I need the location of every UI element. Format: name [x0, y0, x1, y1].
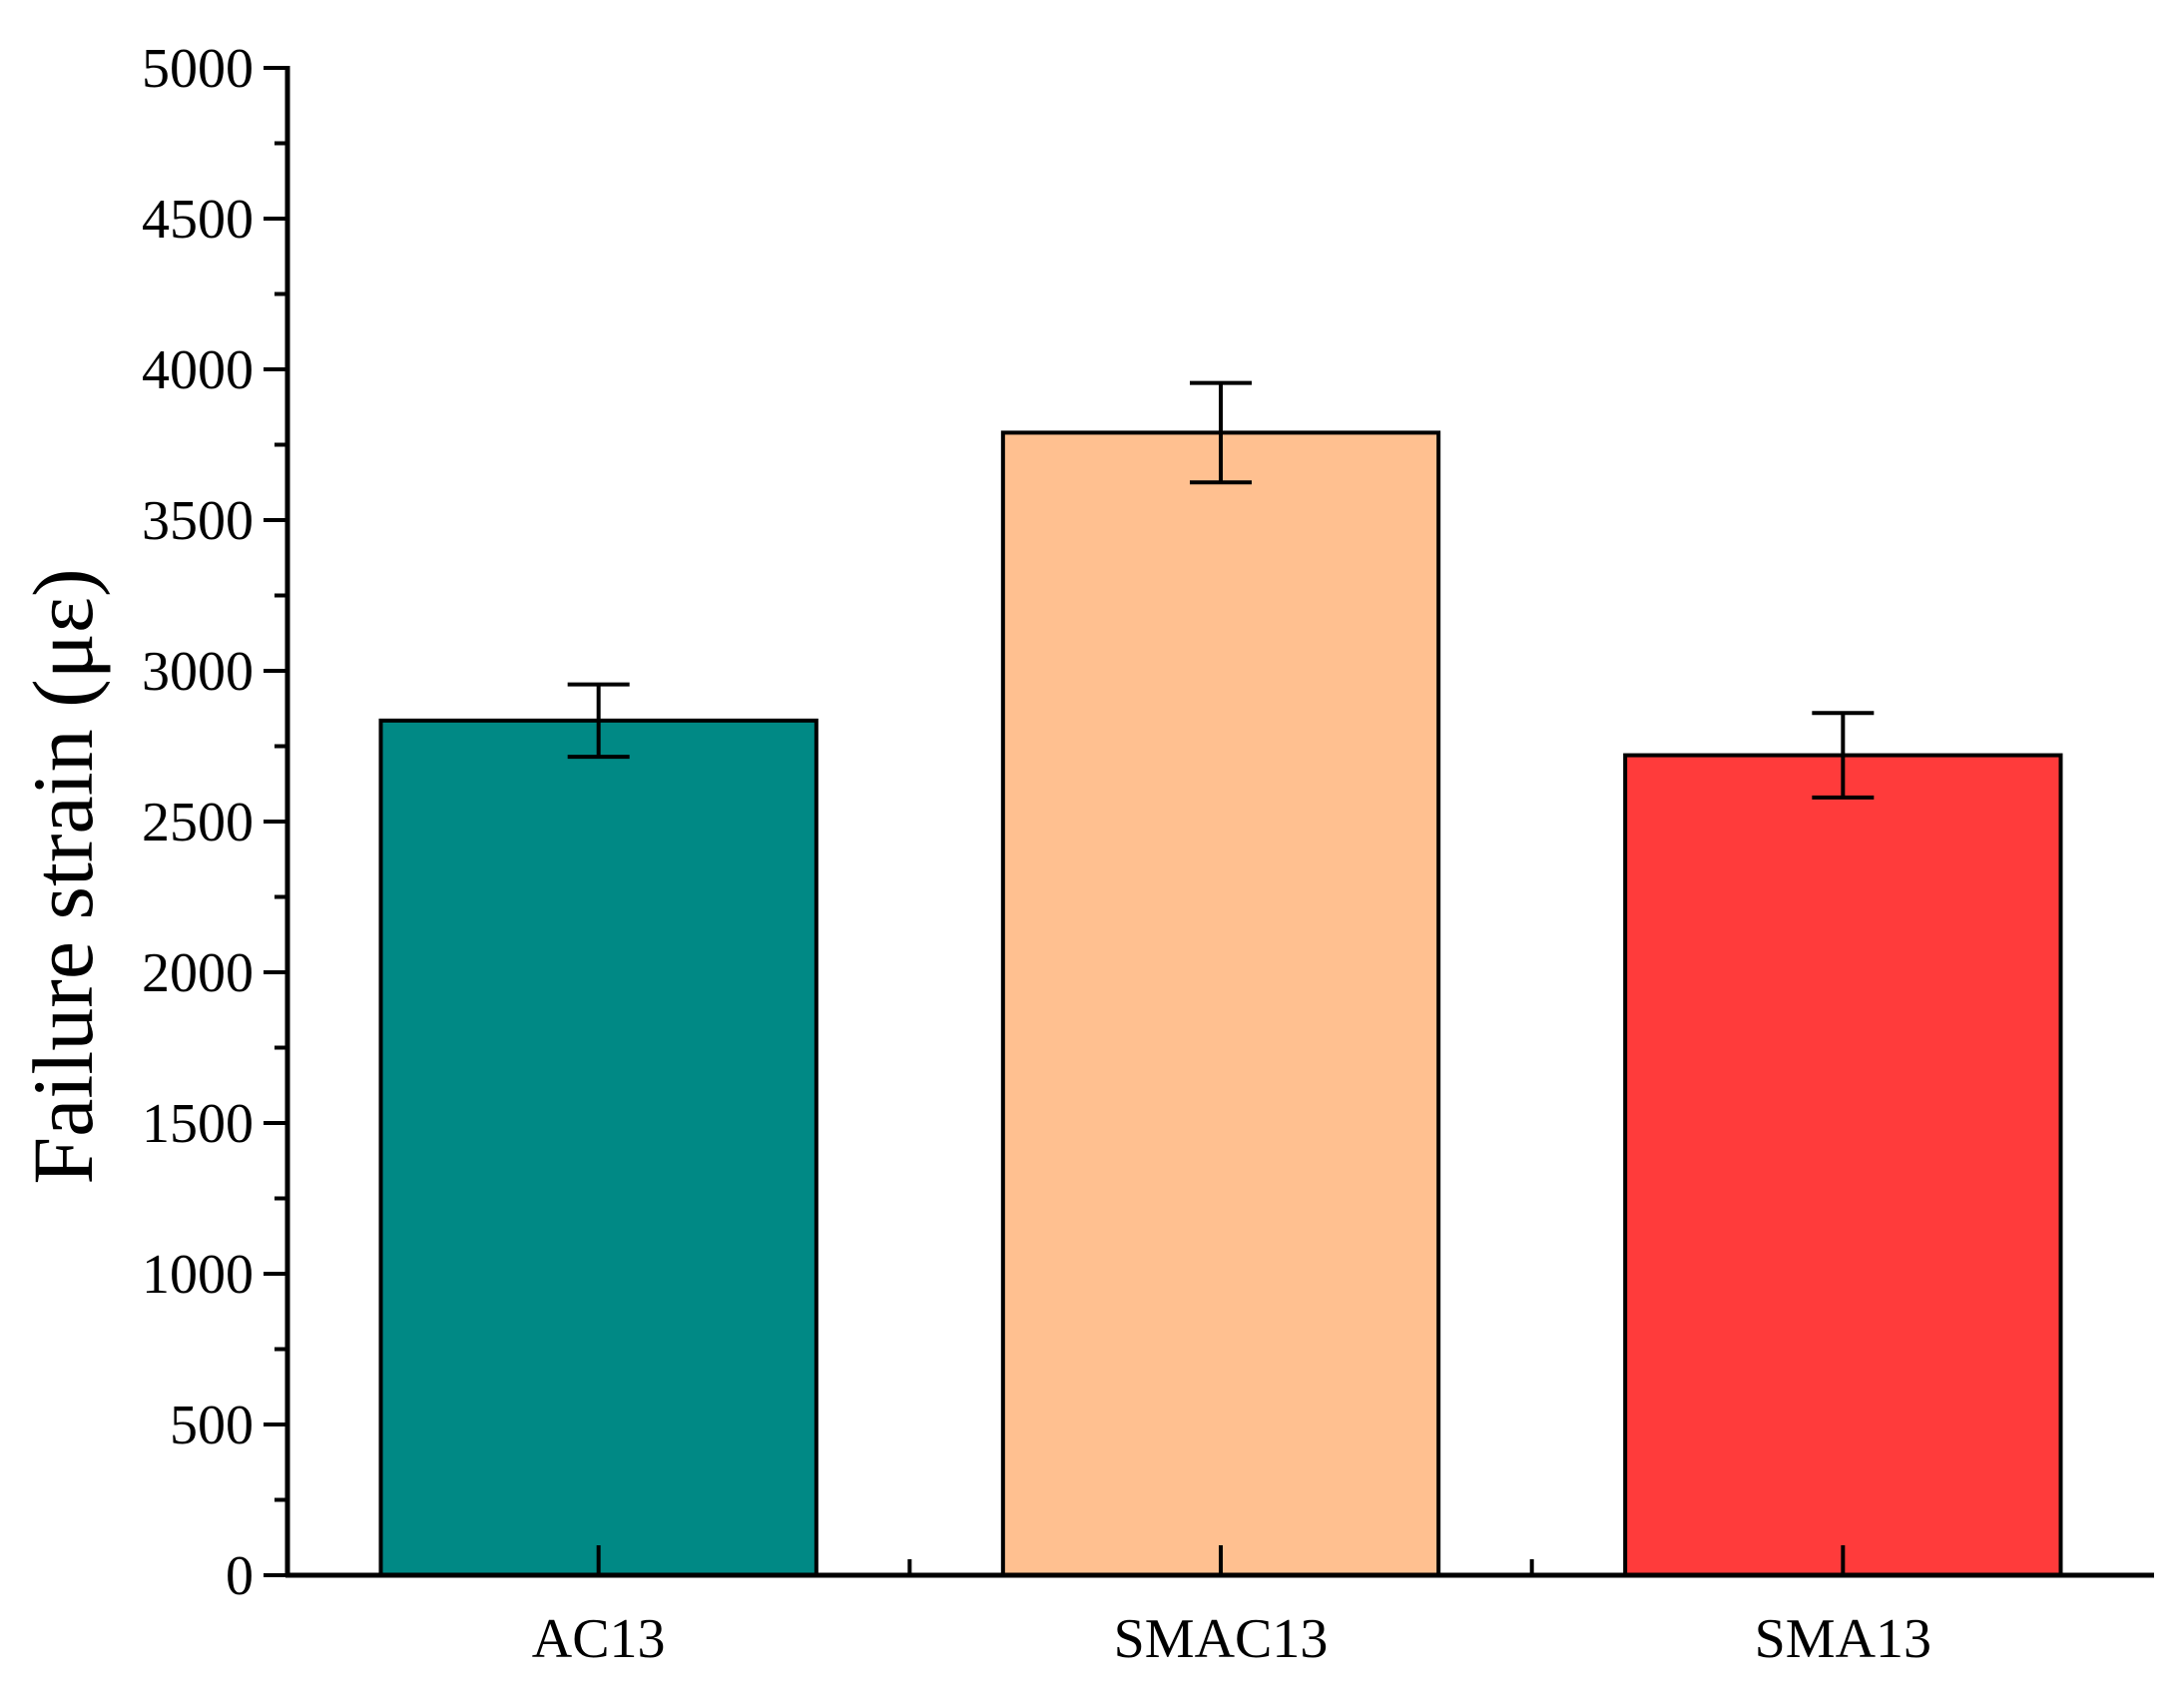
- y-tick-label-1500: 1500: [142, 1093, 254, 1155]
- bars-layer: [378, 430, 2063, 1577]
- y-tick-label-1000: 1000: [142, 1244, 254, 1306]
- y-tick-label-4000: 4000: [142, 339, 254, 401]
- axes-layer: [264, 66, 2154, 1578]
- y-tick-label-2000: 2000: [142, 942, 254, 1004]
- y-tick-label-5000: 5000: [142, 38, 254, 100]
- y-tick-label-4500: 4500: [142, 189, 254, 251]
- y-tick-label-2500: 2500: [142, 792, 254, 853]
- y-tick-label-0: 0: [226, 1545, 254, 1607]
- labels-layer: AC13 SMAC13 SMA13 0 500 1000 1500 2000 2500 3000 3…: [142, 38, 1931, 1670]
- y-axis-title: Failure strain (με): [15, 568, 111, 1184]
- bar-ac13: [378, 718, 819, 1577]
- bar-smac13: [1000, 430, 1441, 1577]
- x-tick-label-smac13: SMAC13: [1114, 1608, 1329, 1670]
- y-tick-label-3500: 3500: [142, 490, 254, 552]
- error-bars-layer: [567, 380, 1875, 800]
- y-tick-label-500: 500: [170, 1395, 254, 1456]
- bar-sma13: [1623, 753, 2063, 1577]
- y-tick-label-3000: 3000: [142, 641, 254, 703]
- x-tick-label-ac13: AC13: [532, 1608, 666, 1670]
- x-tick-label-sma13: SMA13: [1755, 1608, 1931, 1670]
